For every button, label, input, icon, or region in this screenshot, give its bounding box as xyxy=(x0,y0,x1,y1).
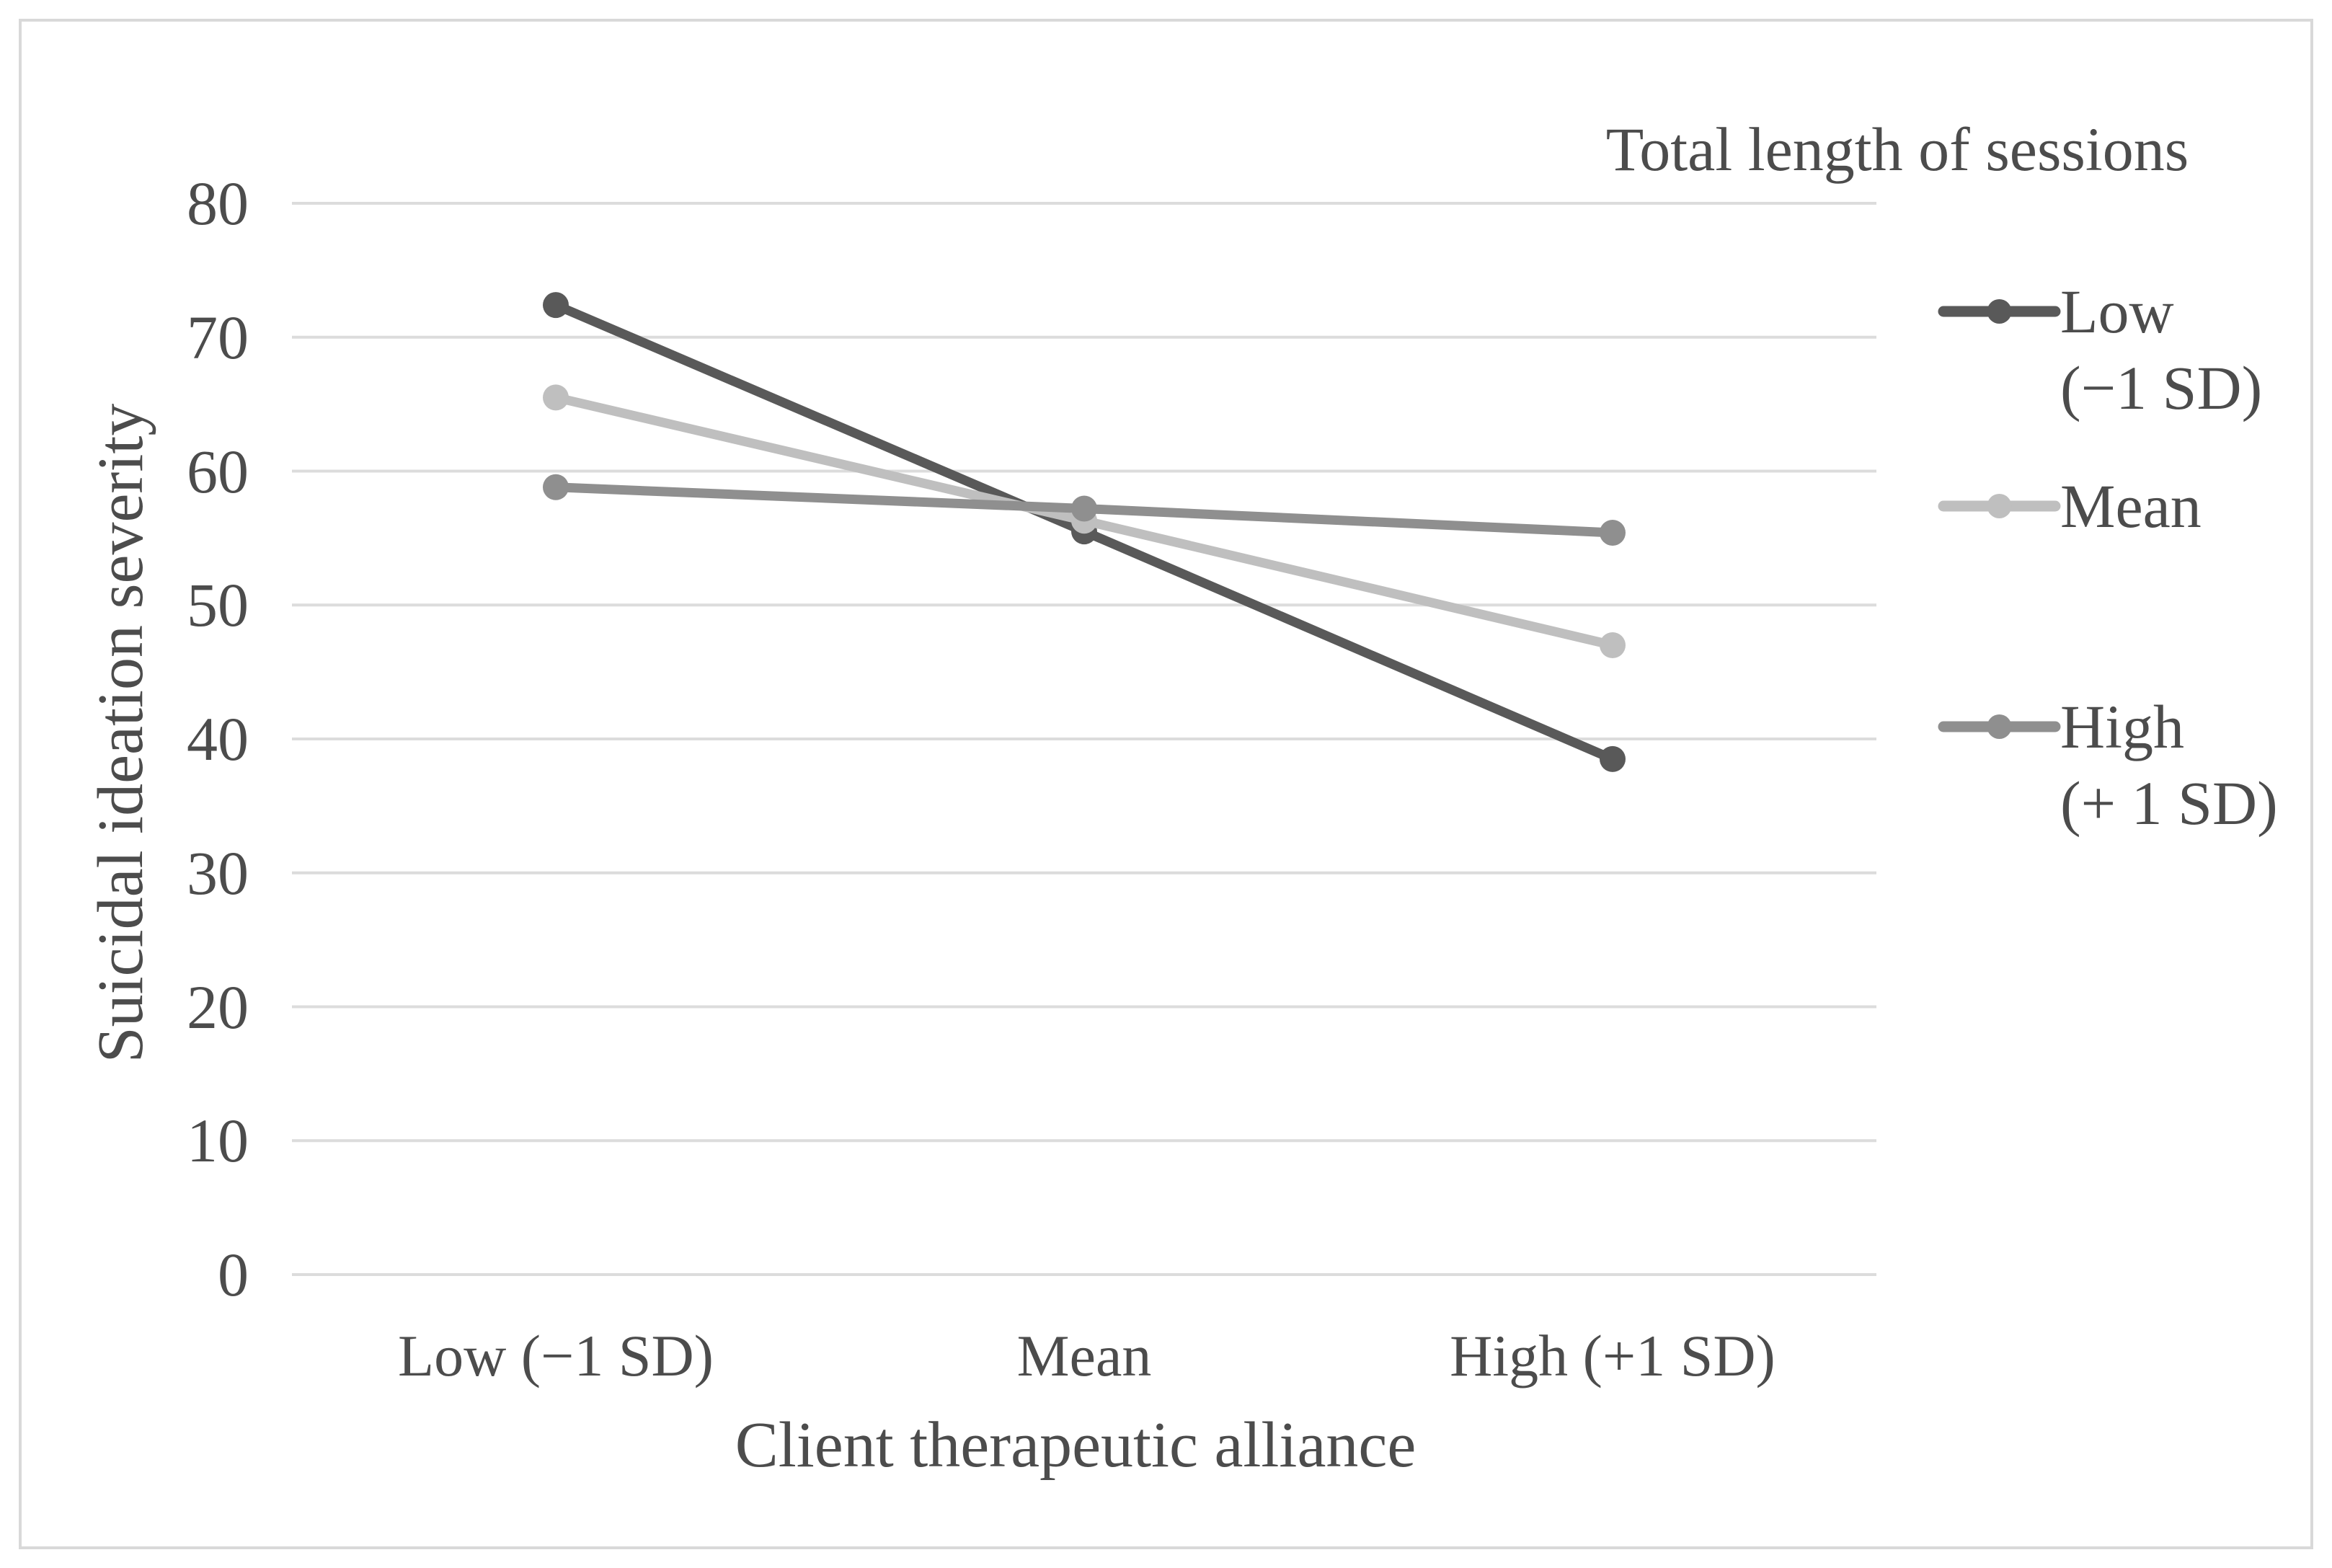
x-category-label: High (+1 SD) xyxy=(1450,1323,1775,1388)
y-tick-label: 70 xyxy=(187,302,249,372)
y-tick-label: 10 xyxy=(187,1106,249,1176)
legend-markers xyxy=(1938,299,2061,739)
legend-marker-dot xyxy=(1987,299,2012,324)
y-tick-label: 80 xyxy=(187,169,249,238)
y-tick-label: 20 xyxy=(187,972,249,1042)
series-marker xyxy=(1600,632,1626,658)
series-marker xyxy=(1600,519,1626,546)
y-tick-label: 50 xyxy=(187,570,249,640)
y-tick-label: 60 xyxy=(187,436,249,506)
legend-entry-label: Low xyxy=(2060,277,2174,346)
series-marker xyxy=(1600,745,1626,772)
x-category-label: Low (−1 SD) xyxy=(398,1323,714,1388)
legend-entry-label: (+ 1 SD) xyxy=(2060,769,2278,838)
legend-entry-label: High xyxy=(2060,692,2184,761)
legend-title: Total length of sessions xyxy=(1605,115,2189,184)
x-axis-title: Client therapeutic alliance xyxy=(735,1409,1417,1481)
x-category-label: Mean xyxy=(1016,1323,1152,1388)
legend-marker-dot xyxy=(1987,714,2012,739)
series-marker xyxy=(543,384,569,411)
legend-entry-label: Mean xyxy=(2060,471,2202,541)
legend-entry-label: (−1 SD) xyxy=(2060,353,2263,422)
y-tick-label: 40 xyxy=(187,704,249,774)
series-marker xyxy=(543,292,569,319)
series-lines xyxy=(543,292,1626,772)
gridlines xyxy=(292,202,1876,1276)
legend-marker-dot xyxy=(1987,494,2012,518)
chart-frame xyxy=(19,19,2313,1549)
y-tick-label: 0 xyxy=(218,1240,249,1309)
y-axis-title: Suicidal ideation severity xyxy=(85,403,156,1063)
series-marker xyxy=(1071,495,1097,522)
series-marker xyxy=(543,474,569,500)
y-tick-label: 30 xyxy=(187,838,249,908)
